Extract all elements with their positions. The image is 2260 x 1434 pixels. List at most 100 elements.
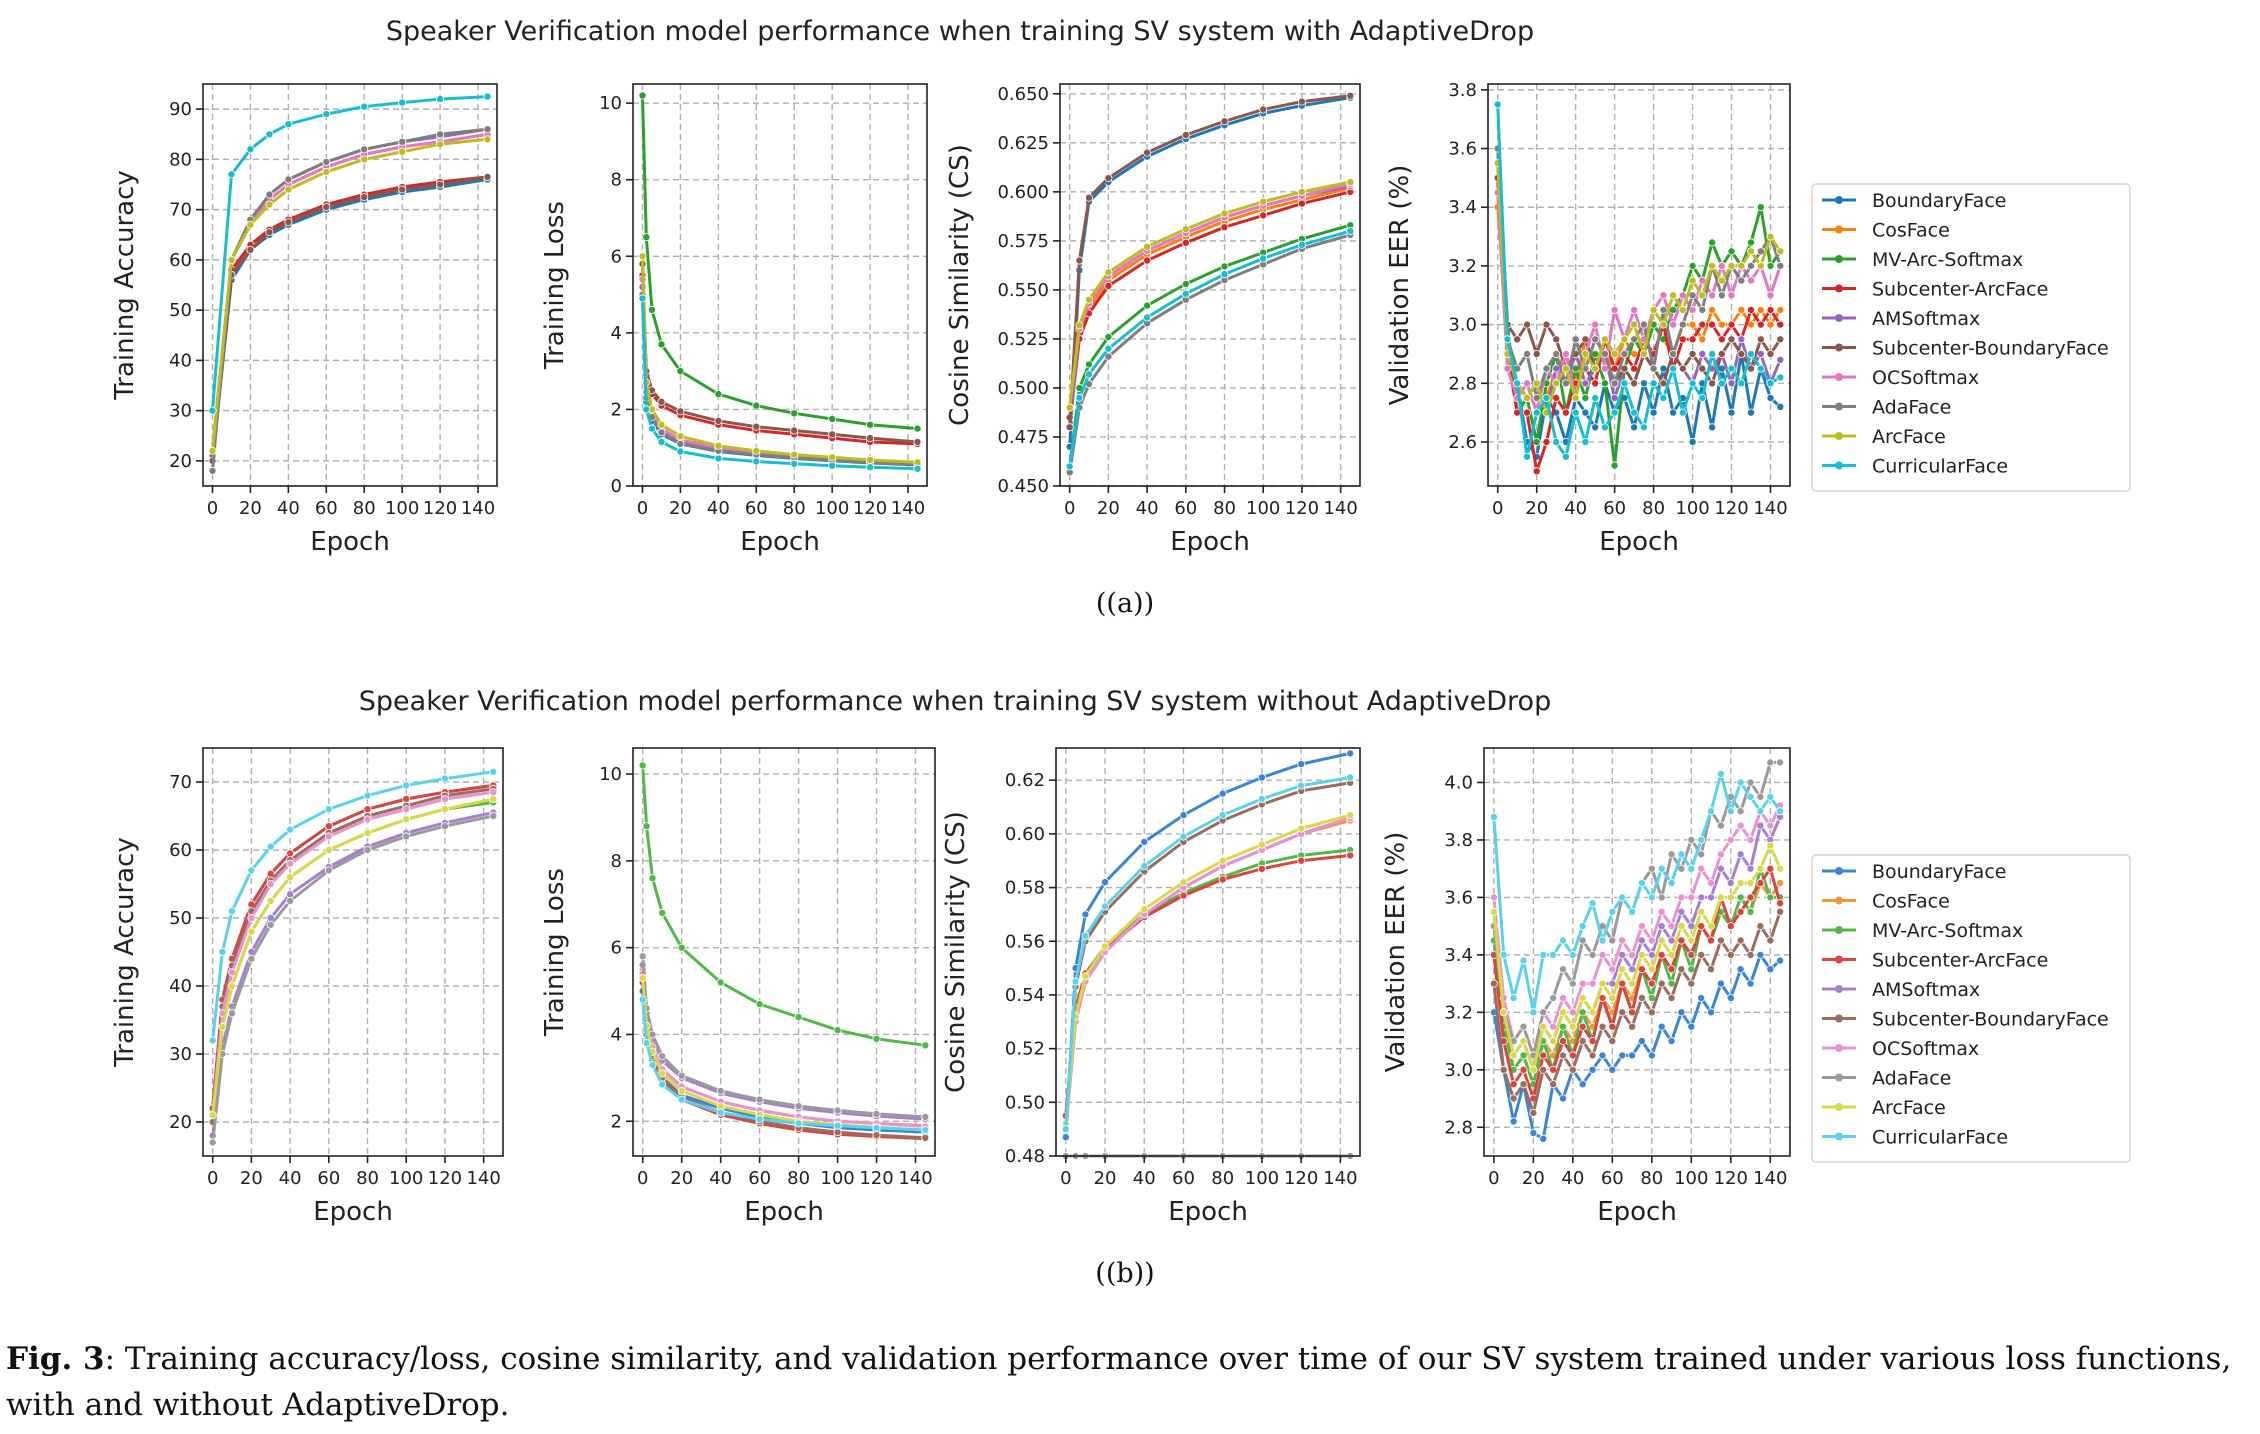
data-point [1767,894,1774,901]
data-point [1699,394,1706,401]
y-tick-label: 0.625 [997,133,1049,154]
data-point [1737,966,1744,973]
data-point [1550,994,1557,1001]
legend-entry: OCSoftmax [1872,1038,1979,1060]
data-point [1709,239,1716,246]
data-point [403,833,410,840]
x-tick-label: 100 [820,1168,854,1189]
data-point [1221,210,1228,217]
data-point [1650,306,1657,313]
x-tick-label: 120 [859,1168,893,1189]
chart-b-training-loss: 0 20 40 60 80 100 120 140246810EpochTraining Lo… [540,748,935,1227]
x-tick-label: 80 [1211,1168,1234,1189]
data-point [1619,937,1626,944]
data-point [1737,851,1744,858]
data-point [1738,350,1745,357]
x-axis-label: Epoch [744,1197,824,1227]
x-tick-label: 0 [637,1168,648,1189]
data-point [1101,879,1108,886]
data-point [1533,409,1540,416]
data-point [1599,980,1606,987]
data-point [658,438,665,445]
data-point [1562,453,1569,460]
data-point [484,126,491,133]
data-point [1347,812,1354,819]
caption-label: Fig. 3 [6,1341,105,1377]
y-tick-label: 70 [169,772,192,793]
data-point [1728,248,1735,255]
legend-swatch-marker [1835,226,1843,234]
data-point [1562,350,1569,357]
data-point [1599,1052,1606,1059]
data-point [1494,101,1501,108]
legend-swatch-marker [1835,1133,1843,1141]
data-point [1777,248,1784,255]
data-point [1699,321,1706,328]
x-tick-label: 20 [1522,1168,1545,1189]
data-point [715,455,722,462]
x-tick-label: 40 [279,1168,302,1189]
data-point [1737,779,1744,786]
data-point [1609,937,1616,944]
data-point [1619,966,1626,973]
data-point [364,806,371,813]
legend-swatch-marker [1835,314,1843,322]
data-point [677,408,684,415]
row-a-sublabel: ((a)) [1096,588,1154,619]
data-point [247,221,254,228]
legend-entry: Subcenter-ArcFace [1872,950,2048,972]
y-tick-label: 0.500 [997,378,1049,399]
data-point [1533,438,1540,445]
data-point [323,158,330,165]
data-point [323,111,330,118]
data-point [1718,262,1725,269]
data-point [323,168,330,175]
data-point [1579,980,1586,987]
row-a-title: Speaker Verification model performance w… [386,16,1534,47]
data-point [1619,1009,1626,1016]
data-point [1648,937,1655,944]
data-point [1347,852,1354,859]
legend-swatch-marker [1835,897,1843,905]
data-point [1609,908,1616,915]
data-point [1777,808,1784,815]
data-point [1144,314,1151,321]
data-point [266,131,273,138]
data-point [1689,350,1696,357]
y-tick-label: 40 [169,350,192,371]
data-point [829,454,836,461]
y-tick-label: 3.8 [1448,80,1477,101]
data-point [1490,908,1497,915]
data-point [1757,951,1764,958]
data-point [1540,1052,1547,1059]
data-point [1085,371,1092,378]
data-point [1767,321,1774,328]
data-point [1260,198,1267,205]
y-tick-label: 70 [169,200,192,221]
data-point [1638,994,1645,1001]
x-tick-label: 80 [353,498,376,519]
y-tick-label: 0.60 [1005,824,1045,845]
data-point [1757,923,1764,930]
data-point [795,1120,802,1127]
data-point [717,1087,724,1094]
data-point [484,93,491,100]
data-point [1767,233,1774,240]
data-point [1709,306,1716,313]
data-point [1221,224,1228,231]
data-point [287,874,294,881]
data-point [1559,937,1566,944]
data-point [399,186,406,193]
data-point [1530,1129,1537,1136]
data-point [834,1122,841,1129]
data-point [639,996,646,1003]
data-point [441,795,448,802]
data-point [1717,851,1724,858]
data-point [1707,966,1714,973]
data-point [1582,438,1589,445]
legend-swatch-marker [1835,985,1843,993]
data-point [1559,994,1566,1001]
data-point [1640,380,1647,387]
data-point [267,897,274,904]
x-tick-label: 80 [356,1168,379,1189]
